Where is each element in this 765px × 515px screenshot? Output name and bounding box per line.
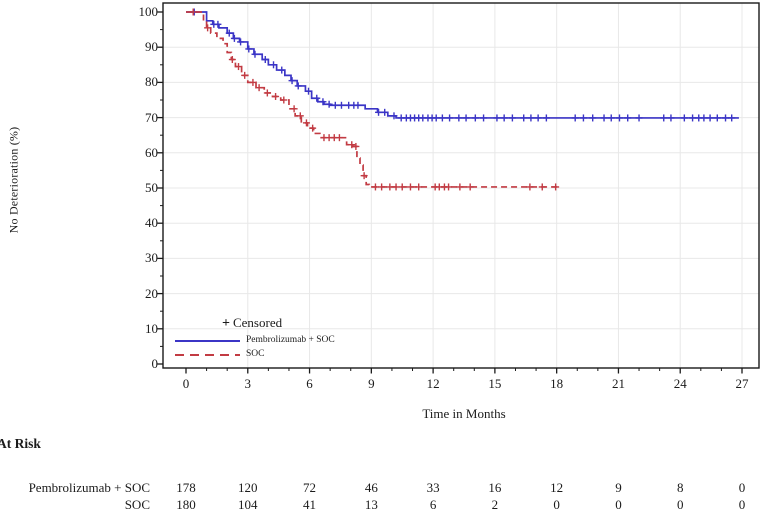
at-risk-value-row1-t27: 0	[738, 480, 746, 495]
at-risk-title: At Risk	[0, 436, 41, 451]
plot-canvas	[157, 2, 760, 374]
y-tick-label-40: 40	[145, 215, 158, 231]
legend-censored-label: Censored	[232, 315, 283, 330]
at-risk-value-row1-t24: 8	[676, 480, 684, 495]
at-risk-value-row1-t3: 120	[238, 480, 258, 495]
at-risk-value-row2-t15: 2	[491, 497, 499, 512]
x-tick-label-3: 3	[244, 376, 252, 391]
at-risk-value-row1-t15: 16	[488, 480, 502, 495]
x-tick-label-9: 9	[368, 376, 375, 391]
at-risk-value-row1-t18: 12	[550, 480, 564, 495]
at-risk-value-row2-t27: 0	[738, 497, 746, 512]
at-risk-value-row1-t21: 9	[615, 480, 622, 495]
at-risk-value-row2-t18: 0	[553, 497, 560, 512]
at-risk-row-label-soc: SOC	[124, 497, 150, 512]
y-tick-label-10: 10	[145, 320, 158, 336]
y-tick-label-90: 90	[145, 39, 158, 55]
x-tick-label-21: 21	[611, 376, 625, 391]
censor-plus-icon: +	[222, 316, 230, 331]
at-risk-value-row1-t0: 178	[176, 480, 196, 495]
at-risk-row-label-pembrolizumab-soc: Pembrolizumab + SOC	[28, 480, 150, 495]
y-tick-label-20: 20	[145, 285, 158, 301]
x-tick-label-0: 0	[182, 376, 190, 391]
legend-series-1-label: Pembrolizumab + SOC	[246, 335, 335, 345]
at-risk-value-row2-t9: 13	[364, 497, 378, 512]
y-tick-label-60: 60	[145, 144, 158, 160]
at-risk-value-row2-t3: 104	[238, 497, 258, 512]
y-tick-label-80: 80	[145, 74, 158, 90]
x-axis-title: Time in Months	[422, 406, 506, 421]
y-axis-title: No Deterioration (%)	[6, 126, 21, 234]
at-risk-value-row1-t12: 33	[426, 480, 440, 495]
legend-censored: + Censored	[222, 315, 282, 332]
y-tick-label-30: 30	[145, 250, 158, 266]
x-tick-label-27: 27	[735, 376, 749, 391]
x-tick-label-18: 18	[550, 376, 564, 391]
x-tick-label-6: 6	[306, 376, 313, 391]
at-risk-value-row2-t0: 180	[176, 497, 196, 512]
y-tick-label-50: 50	[145, 180, 158, 195]
x-tick-label-15: 15	[488, 376, 502, 391]
at-risk-value-row1-t6: 72	[303, 480, 317, 495]
y-tick-label-70: 70	[145, 109, 158, 125]
y-tick-label-0: 0	[151, 356, 159, 371]
legend-series-2-label: SOC	[246, 349, 265, 359]
x-tick-label-24: 24	[673, 376, 687, 391]
at-risk-value-row1-t9: 46	[364, 480, 378, 495]
at-risk-value-row2-t6: 41	[303, 497, 317, 512]
x-tick-label-12: 12	[426, 376, 440, 391]
at-risk-value-row2-t21: 0	[615, 497, 622, 512]
at-risk-value-row2-t24: 0	[676, 497, 684, 512]
y-tick-label-100: 100	[138, 4, 159, 19]
at-risk-value-row2-t12: 6	[429, 497, 437, 512]
